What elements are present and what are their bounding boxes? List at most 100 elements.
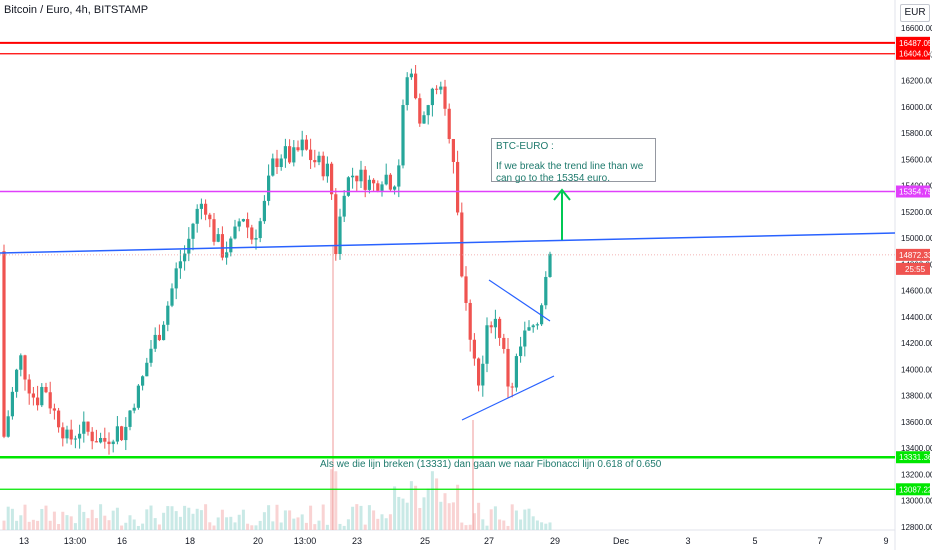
candle — [485, 325, 489, 364]
volume-bar — [351, 506, 355, 530]
y-tick-label: 16600.00 — [901, 24, 932, 33]
currency-badge[interactable]: EUR — [900, 4, 930, 22]
volume-bar — [52, 511, 56, 530]
volume-bar — [300, 514, 304, 530]
x-tick-label: 29 — [550, 536, 560, 546]
candle — [535, 324, 539, 326]
candle — [258, 221, 262, 239]
volume-bar — [166, 506, 170, 530]
volume-bar — [65, 515, 69, 530]
volume-bar — [250, 525, 254, 530]
volume-bar — [548, 522, 552, 530]
volume-bar — [153, 518, 157, 530]
candle — [514, 356, 518, 388]
volume-bar — [531, 516, 535, 530]
x-tick-label: 13 — [19, 536, 29, 546]
y-tick-label: 13600.00 — [901, 418, 932, 427]
volume-bar — [115, 507, 119, 530]
candle — [531, 325, 535, 328]
candle — [506, 348, 510, 387]
candle — [90, 431, 94, 442]
y-tick-label: 13200.00 — [901, 470, 932, 479]
volume-bar — [136, 525, 140, 530]
trend-line — [0, 232, 896, 254]
volume-bar — [246, 523, 250, 530]
x-tick-label: 23 — [352, 536, 362, 546]
candle — [191, 223, 195, 239]
candle — [481, 363, 485, 386]
candle — [397, 165, 401, 187]
candle — [178, 261, 182, 269]
candle — [86, 421, 90, 432]
candle — [57, 410, 61, 428]
price-label: 15354.75 — [899, 188, 932, 197]
volume-bar — [170, 506, 174, 530]
y-tick-label: 13000.00 — [901, 497, 932, 506]
candle — [237, 221, 241, 227]
y-tick-label: 15600.00 — [901, 155, 932, 164]
volume-bar — [468, 524, 472, 530]
volume-bar — [78, 504, 82, 530]
candle — [330, 163, 334, 195]
volume-bar — [464, 525, 468, 530]
x-tick-label: 7 — [817, 536, 822, 546]
volume-bar — [422, 497, 426, 530]
y-tick-label: 15200.00 — [901, 208, 932, 217]
candle — [19, 355, 23, 370]
volume-bar — [124, 522, 128, 530]
candle — [208, 214, 212, 220]
candle — [510, 386, 514, 388]
volume-bar — [82, 511, 86, 530]
candle — [477, 358, 481, 386]
candle — [304, 139, 308, 150]
price-label-bg — [896, 36, 930, 49]
volume-bar — [258, 520, 262, 530]
volume-bar — [262, 512, 266, 530]
candle — [27, 379, 31, 394]
volume-bar — [439, 501, 443, 530]
candle — [548, 253, 552, 277]
candle — [107, 441, 111, 445]
x-tick-label: 13:00 — [294, 536, 317, 546]
candle — [426, 105, 430, 116]
volume-bar — [334, 471, 338, 530]
price-label-bg — [896, 47, 930, 60]
volume-bar — [216, 517, 220, 530]
volume-bar — [90, 509, 94, 530]
volume-bar — [229, 516, 233, 530]
volume-bar — [325, 524, 329, 530]
y-tick-label: 14200.00 — [901, 339, 932, 348]
candle — [325, 163, 329, 177]
x-tick-label: 13:00 — [64, 536, 87, 546]
volume-bar — [401, 498, 405, 530]
candle — [346, 177, 350, 196]
candle — [183, 253, 187, 262]
x-tick-label: 25 — [420, 536, 430, 546]
volume-bar — [111, 510, 115, 530]
volume-bar — [86, 518, 90, 530]
candle — [464, 276, 468, 303]
fibonacci-note: Als we die lijn breken (13331) dan gaan … — [320, 459, 662, 470]
volume-bar — [481, 519, 485, 530]
candle — [388, 174, 392, 190]
volume-bar — [405, 502, 409, 530]
candle — [384, 174, 388, 185]
candle — [23, 355, 27, 380]
volume-bar — [330, 469, 334, 530]
annotation-box[interactable]: BTC-EURO : If we break the trend line th… — [491, 138, 656, 184]
candle — [40, 386, 44, 406]
volume-bar — [48, 520, 52, 530]
volume-bar — [456, 484, 460, 530]
volume-bar — [237, 514, 241, 530]
candle — [220, 234, 224, 258]
volume-bar — [304, 522, 308, 530]
price-label: 13331.36 — [899, 453, 932, 462]
volume-bar — [346, 519, 350, 530]
candle — [451, 139, 455, 162]
candle — [212, 219, 216, 242]
volume-bar — [393, 486, 397, 530]
candle — [174, 268, 178, 289]
candle — [309, 149, 313, 161]
